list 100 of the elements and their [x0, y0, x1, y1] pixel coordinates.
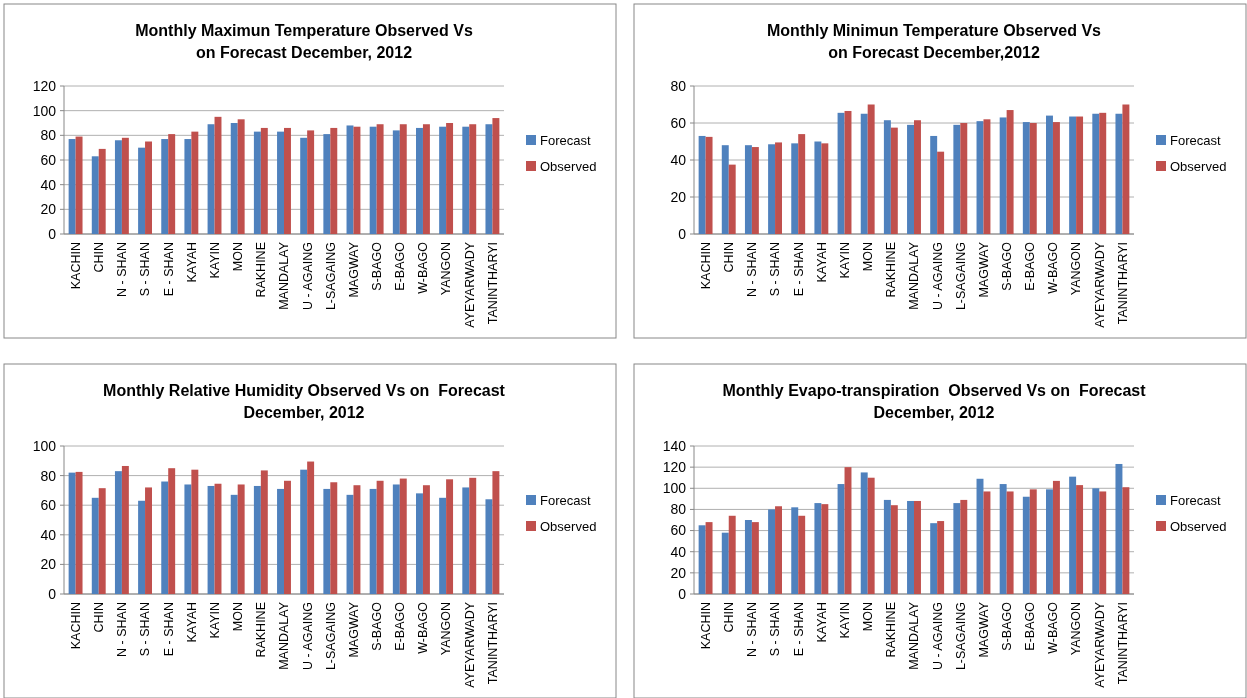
bar — [253, 131, 261, 234]
x-tick-label: KAYIN — [837, 602, 852, 639]
bar — [953, 124, 961, 234]
y-tick-label: 140 — [662, 437, 687, 454]
bar — [145, 141, 152, 234]
x-tick-label: TANINTHARYI — [1115, 602, 1130, 685]
bar — [439, 126, 447, 234]
x-tick-label: RAKHINE — [254, 602, 269, 658]
x-tick-label: MON — [861, 602, 876, 632]
x-tick-label: YANGON — [1069, 602, 1084, 656]
bar — [744, 145, 752, 234]
legend-label: Observed — [540, 158, 597, 174]
bar — [462, 126, 470, 234]
x-tick-label: U - AGAING — [930, 602, 945, 671]
x-tick-label: KACHIN — [68, 242, 83, 290]
x-tick-label: S-BAGO — [370, 241, 385, 291]
bar — [768, 144, 776, 234]
bar — [728, 164, 736, 234]
x-tick-label: MANDALAY — [907, 241, 922, 310]
chart-title: Monthly Minimun Temperature Observed Vs on Forecast December,2012 — [767, 22, 1102, 61]
bar — [1052, 480, 1060, 594]
legend-label: Observed — [540, 518, 597, 534]
bar — [999, 484, 1007, 594]
bar — [369, 488, 377, 594]
x-tick-label: E-BAGO — [393, 241, 408, 291]
bar — [907, 500, 914, 594]
bar — [1006, 491, 1014, 594]
x-tick-label: N - SHAN — [115, 242, 130, 297]
bar — [399, 124, 407, 234]
bar — [369, 126, 377, 234]
x-tick-label: KACHIN — [698, 242, 713, 290]
bar — [1069, 476, 1077, 594]
y-tick-label: 60 — [40, 497, 57, 514]
bar — [161, 481, 169, 594]
bar — [469, 124, 477, 234]
bar — [1069, 116, 1077, 234]
bar — [121, 465, 129, 594]
x-tick-label: KAYIN — [207, 242, 222, 279]
bar — [416, 127, 423, 234]
x-tick-label: L-SAGAING — [323, 602, 338, 671]
bar — [485, 124, 493, 234]
x-tick-label: MON — [231, 242, 246, 272]
bar — [300, 137, 308, 234]
y-tick-label: 100 — [662, 480, 687, 497]
bar — [114, 140, 122, 234]
bar — [890, 127, 898, 234]
bar — [914, 500, 921, 594]
x-tick-label: YANGON — [439, 242, 454, 296]
x-tick-label: S-BAGO — [1000, 601, 1015, 651]
bar — [751, 522, 759, 594]
y-tick-label: 40 — [40, 526, 57, 543]
bar — [798, 515, 806, 594]
bar — [814, 503, 822, 594]
x-tick-label: N - SHAN — [745, 242, 760, 297]
bar — [960, 123, 968, 234]
legend-label: Observed — [1170, 518, 1227, 534]
x-tick-label: KACHIN — [698, 602, 713, 650]
x-tick-label: W-BAGO — [416, 241, 431, 294]
bar — [145, 487, 152, 594]
bar — [399, 478, 407, 594]
x-tick-label: E-BAGO — [393, 601, 408, 651]
x-tick-label: KAYAH — [814, 242, 829, 283]
bar — [284, 480, 291, 594]
bar — [1046, 115, 1053, 234]
y-tick-label: 100 — [32, 437, 57, 454]
bar — [98, 148, 106, 234]
bar — [1022, 122, 1030, 234]
x-tick-label: CHIN — [92, 242, 107, 273]
y-tick-label: 120 — [662, 459, 687, 476]
bar — [1115, 113, 1123, 234]
bar — [728, 515, 736, 594]
bar — [161, 139, 169, 234]
x-tick-label: S-BAGO — [370, 601, 385, 651]
bar — [469, 477, 477, 594]
x-tick-label: AYEYARWADY — [1092, 241, 1107, 328]
y-tick-label: 120 — [32, 77, 57, 94]
x-tick-label: S - SHAN — [138, 602, 153, 657]
bar — [798, 134, 806, 234]
y-tick-label: 60 — [670, 114, 687, 131]
x-tick-label: W-BAGO — [1046, 241, 1061, 294]
bar — [814, 141, 822, 234]
bar — [138, 147, 146, 234]
x-tick-label: TANINTHARYI — [1115, 242, 1130, 325]
bar — [330, 482, 338, 594]
bar — [890, 505, 898, 594]
y-tick-label: 20 — [670, 188, 687, 205]
bar — [230, 494, 238, 594]
bar — [376, 480, 384, 594]
y-tick-label: 20 — [670, 564, 687, 581]
bar — [68, 139, 76, 234]
bar — [721, 145, 729, 234]
x-tick-label: MON — [861, 242, 876, 272]
bar — [983, 119, 991, 234]
bar — [930, 523, 938, 594]
bar — [207, 124, 215, 234]
y-tick-label: 0 — [678, 585, 687, 602]
bar — [191, 469, 199, 594]
x-tick-label: E - SHAN — [161, 242, 176, 297]
bar — [698, 525, 706, 594]
x-tick-label: L-SAGAING — [953, 242, 968, 311]
